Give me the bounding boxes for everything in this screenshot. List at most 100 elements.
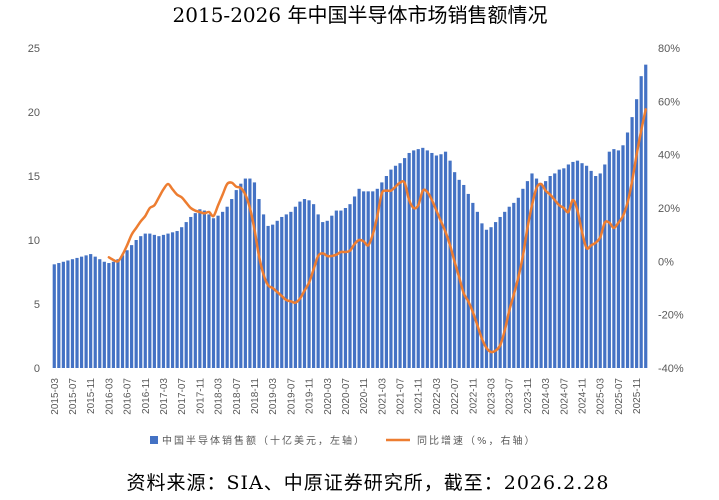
sales-bar [375,188,379,368]
left-y-tick-label: 20 [28,107,40,119]
sales-bar [70,259,75,368]
sales-bar [393,165,398,368]
right-y-axis: -40% -20% 0% 20% 40% 60% 80% [658,43,684,375]
legend-swatch-sales [150,436,158,444]
left-y-axis: 0 5 10 15 20 25 [28,43,40,375]
sales-bar [466,193,470,368]
sales-bar [102,261,106,368]
x-tick-label: 2019-07 [286,378,297,415]
x-tick-label: 2019-11 [305,378,316,414]
x-tick-label: 2025-11 [632,378,643,414]
sales-bar [544,181,548,368]
sales-bar [403,158,407,368]
sales-bar [443,151,448,368]
sales-bar [425,150,429,368]
sales-bar [161,234,166,368]
sales-bar [434,155,439,368]
sales-bar [603,164,607,368]
x-tick-label: 2017-03 [159,378,170,415]
sales-bar [334,210,338,368]
sales-bar [621,145,625,368]
x-tick-label: 2017-07 [177,378,188,415]
sales-bar [321,222,325,368]
right-y-tick-label: -20% [658,310,684,322]
sales-bar [243,178,247,368]
sales-bar [234,190,238,368]
sales-bar [134,240,138,368]
x-tick-label: 2015-11 [86,378,97,414]
legend-label-growth: 同比增速（%，右轴） [417,434,537,447]
sales-bar [130,245,134,368]
sales-bar [489,227,493,368]
chart-title: 2015-2026 年中国半导体市场销售额情况 [173,3,548,27]
sales-bar [398,163,402,368]
x-tick-label: 2024-07 [559,378,570,415]
sales-bar [512,202,516,368]
sales-bar [284,214,288,368]
x-tick-label: 2021-11 [414,378,425,414]
sales-bar [152,234,156,368]
sales-bar [202,210,207,368]
sales-bar [271,224,275,368]
sales-bar [594,176,598,368]
sales-bar [480,223,484,368]
left-y-tick-label: 5 [34,299,40,311]
sales-bar [507,206,511,368]
sales-bar [93,256,97,368]
sales-bar [412,150,416,368]
right-y-tick-label: 0% [658,256,674,268]
sales-bar [239,183,243,368]
sales-bar [107,263,111,368]
sales-bar [189,216,193,368]
right-y-tick-label: 40% [658,150,680,162]
left-y-tick-label: 10 [28,235,40,247]
sales-bar [221,211,225,368]
sales-bar [530,173,534,368]
right-y-tick-label: -40% [658,363,684,375]
x-tick-label: 2019-03 [268,378,279,415]
sales-bar [325,220,329,368]
sales-bar [471,202,475,368]
x-tick-label: 2022-11 [468,378,479,414]
x-tick-label: 2021-07 [396,378,407,415]
sales-bar [89,254,93,368]
sales-bar [407,152,411,368]
sales-bar [84,255,88,368]
sales-bar [230,199,234,368]
x-tick-label: 2025-07 [614,378,625,415]
sales-bar [616,150,621,368]
sales-bar [357,188,361,368]
sales-bar [52,264,56,368]
sales-bar [180,227,184,368]
sales-bar [75,257,79,368]
sales-bar [566,164,570,368]
sales-bar [534,178,539,368]
sales-bar [175,231,179,368]
sales-bar [275,220,279,368]
sales-bar [166,233,170,368]
sales-bar [139,236,143,368]
growth-line [107,108,647,354]
sales-bar [293,206,297,368]
sales-bar [484,229,489,368]
sales-bar [207,214,211,368]
left-y-tick-label: 15 [28,171,40,183]
sales-bar [98,259,102,368]
sales-bar [302,199,307,368]
x-tick-label: 2024-03 [541,378,552,415]
sales-bar [503,211,507,368]
x-tick-label: 2023-11 [523,378,534,414]
sales-bar [116,259,120,368]
sales-bar [635,99,639,368]
sales-bar [120,255,125,368]
x-tick-label: 2015-03 [50,378,61,415]
sales-bar [539,183,543,368]
sales-bar [475,211,479,368]
sales-bar [462,184,466,368]
sales-bar [548,176,552,368]
sales-bar [348,204,352,368]
x-tick-label: 2025-03 [596,378,607,415]
legend-label-sales: 中国半导体销售额（十亿美元，左轴） [162,434,366,447]
sales-bar [384,176,388,368]
